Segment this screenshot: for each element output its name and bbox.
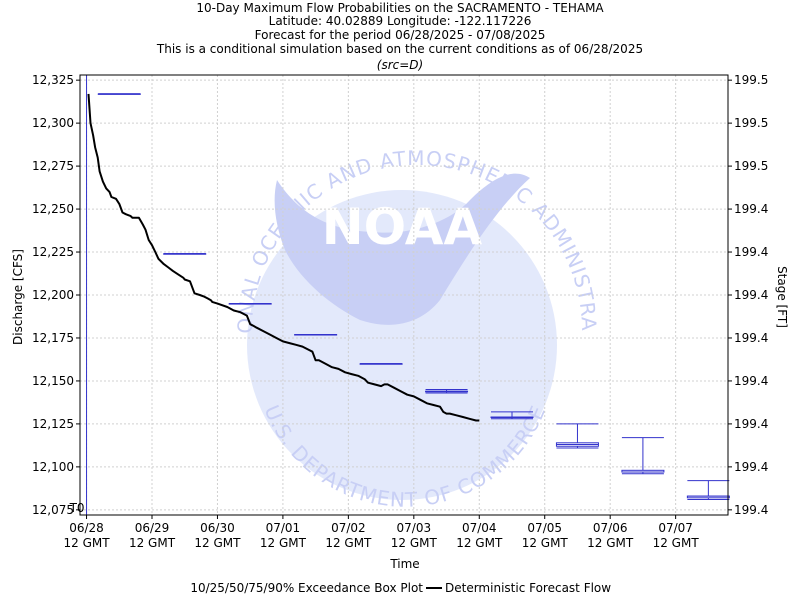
box-plot xyxy=(555,423,599,449)
x-tick-label-time: 12 GMT xyxy=(653,536,700,550)
legend-line-label: Deterministic Forecast Flow xyxy=(445,581,611,595)
box-plot xyxy=(163,253,207,255)
y-tick-label: 12,325 xyxy=(32,73,74,87)
x-tick-label-date: 07/07 xyxy=(658,521,693,535)
y2-tick-label: 199.4 xyxy=(734,202,768,216)
t0-label: T0 xyxy=(69,501,85,515)
x-tick-label-time: 12 GMT xyxy=(587,536,634,550)
noaa-watermark-logo: NOAA xyxy=(322,198,483,256)
y2-tick-label: 199.4 xyxy=(734,417,768,431)
box-plot xyxy=(359,363,403,365)
x-tick-label-date: 06/28 xyxy=(69,521,104,535)
x-tick-label-time: 12 GMT xyxy=(391,536,438,550)
y-tick-label: 12,125 xyxy=(32,417,74,431)
forecast-lines: T0 xyxy=(69,75,480,515)
legend-box-label: 10/25/50/75/90% Exceedance Box Plot xyxy=(190,581,423,595)
box-plot xyxy=(228,303,272,305)
x-tick-label-time: 12 GMT xyxy=(64,536,111,550)
box-plot xyxy=(490,411,534,420)
chart-title: 10-Day Maximum Flow Probabilities on the… xyxy=(196,1,604,15)
x-tick-label-time: 12 GMT xyxy=(456,536,503,550)
y2-axis-label: Stage [FT] xyxy=(775,266,789,328)
chart-grid xyxy=(80,75,728,515)
x-tick-label-date: 06/30 xyxy=(200,521,235,535)
chart-location: Latitude: 40.02889 Longitude: -122.11722… xyxy=(268,14,532,28)
x-tick-label-date: 07/05 xyxy=(527,521,562,535)
chart-legend: 10/25/50/75/90% Exceedance Box Plot Dete… xyxy=(190,581,611,595)
x-tick-label-time: 12 GMT xyxy=(522,536,569,550)
y2-tick-label: 199.5 xyxy=(734,73,768,87)
y-axis-label: Discharge [CFS] xyxy=(11,249,25,345)
box-plot xyxy=(686,480,730,501)
y2-tick-label: 199.5 xyxy=(734,116,768,130)
y2-tick-label: 199.4 xyxy=(734,331,768,345)
x-tick-label-time: 12 GMT xyxy=(194,536,241,550)
noaa-watermark: NOAA NATIONAL OCEANIC AND ATMOSPHERIC AD… xyxy=(0,0,600,512)
y-tick-label: 12,175 xyxy=(32,331,74,345)
box-plots xyxy=(97,93,730,501)
y-tick-label: 12,150 xyxy=(32,374,74,388)
chart-period: Forecast for the period 06/28/2025 - 07/… xyxy=(254,28,546,42)
x-tick-label-time: 12 GMT xyxy=(325,536,372,550)
y-tick-label: 12,250 xyxy=(32,202,74,216)
x-tick-label-date: 07/02 xyxy=(331,521,366,535)
chart-note: This is a conditional simulation based o… xyxy=(156,42,644,56)
y-tick-label: 12,275 xyxy=(32,159,74,173)
y2-tick-label: 199.4 xyxy=(734,288,768,302)
x-tick-label-date: 07/03 xyxy=(397,521,432,535)
x-tick-label-time: 12 GMT xyxy=(129,536,176,550)
noaa-watermark-bird xyxy=(274,173,530,325)
y-tick-label: 12,300 xyxy=(32,116,74,130)
x-tick-label-date: 06/29 xyxy=(135,521,170,535)
y2-tick-label: 199.4 xyxy=(734,245,768,259)
x-tick-label-time: 12 GMT xyxy=(260,536,307,550)
y2-tick-label: 199.5 xyxy=(734,159,768,173)
y2-tick-label: 199.4 xyxy=(734,460,768,474)
y-tick-label: 12,100 xyxy=(32,460,74,474)
y2-tick-label: 199.4 xyxy=(734,374,768,388)
y-tick-label: 12,225 xyxy=(32,245,74,259)
box-plot xyxy=(97,93,141,95)
deterministic-forecast-line xyxy=(87,93,480,422)
plot-frame xyxy=(79,74,729,516)
y-tick-label: 12,075 xyxy=(32,503,74,517)
x-tick-label-date: 07/06 xyxy=(593,521,628,535)
x-axis-label: Time xyxy=(389,557,419,571)
box-plot xyxy=(294,334,338,336)
box-plot xyxy=(425,389,469,394)
y2-tick-label: 199.4 xyxy=(734,503,768,517)
y-tick-label: 12,200 xyxy=(32,288,74,302)
x-tick-label-date: 07/01 xyxy=(266,521,301,535)
box-plot xyxy=(621,437,665,475)
chart-source: (src=D) xyxy=(376,58,424,72)
chart-axes: 12,075 199.4 12,100 199.4 12,125 199.4 12,150 1… xyxy=(32,73,768,550)
x-tick-label-date: 07/04 xyxy=(462,521,497,535)
